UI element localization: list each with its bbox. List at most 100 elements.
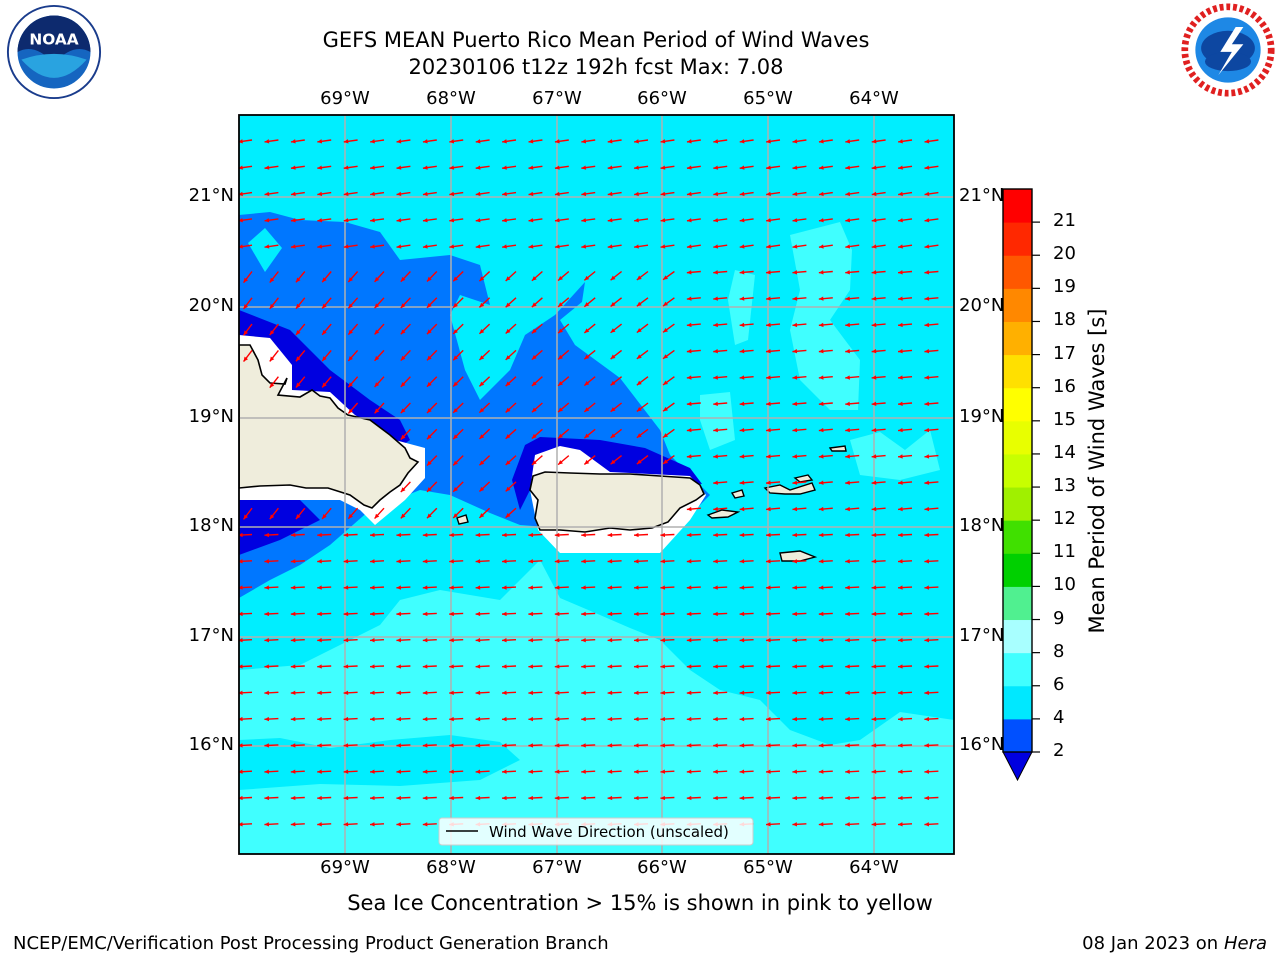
period-band-4-6 <box>248 228 282 272</box>
wave-direction-arrowhead <box>663 380 668 385</box>
wave-direction-arrowhead <box>290 559 296 564</box>
wave-direction-arrowhead <box>581 139 587 144</box>
wave-direction-arrowhead <box>426 487 432 492</box>
period-band-6-8 <box>850 430 940 480</box>
wave-direction-arrowhead <box>449 165 455 170</box>
wave-direction-arrowhead <box>422 532 428 538</box>
wave-direction-arrowhead <box>426 276 432 282</box>
lon-label-bottom: 66°W <box>637 857 687 878</box>
wave-direction-arrowhead <box>792 375 798 380</box>
wave-direction-arrowhead <box>634 611 639 617</box>
colorbar-tick-label: 14 <box>1053 441 1076 463</box>
wave-direction-arrowhead <box>898 191 903 197</box>
wave-direction-arrowhead <box>581 532 586 538</box>
wave-direction-arrowhead <box>343 532 349 538</box>
wave-direction-arrowhead <box>686 795 692 801</box>
wave-direction-arrowhead <box>264 664 270 669</box>
wave-direction-arrowhead <box>766 270 771 275</box>
wave-direction-arrowhead <box>554 559 560 564</box>
wave-direction-arrowhead <box>269 303 275 309</box>
colorbar-tick-label: 10 <box>1053 574 1076 596</box>
wave-direction-arrowhead <box>475 218 481 223</box>
footer-date: 08 Jan 2023 on Hera <box>1082 933 1267 954</box>
colorbar-tick-label: 13 <box>1053 475 1076 497</box>
wave-direction-arrowhead <box>290 638 296 643</box>
wave-direction-arrowhead <box>818 532 824 538</box>
wave-direction-arrowhead <box>426 329 432 335</box>
wave-direction-arrowhead <box>348 513 353 519</box>
wave-direction-arrowhead <box>686 769 692 774</box>
colorbar-segment <box>1003 354 1032 389</box>
wave-direction-arrowhead <box>322 303 327 309</box>
wave-direction-arrowhead <box>739 191 745 197</box>
wave-direction-arrowhead <box>739 244 745 249</box>
wave-direction-arrowhead <box>374 513 380 519</box>
wave-direction-arrowhead <box>581 638 586 643</box>
colorbar-tick-label: 4 <box>1053 706 1065 728</box>
wave-direction-arrowhead <box>343 743 349 748</box>
wave-direction-arrowhead <box>426 355 432 361</box>
wave-direction-arrowhead <box>818 401 824 406</box>
wave-direction-arrowhead <box>634 139 639 144</box>
wave-direction-arrowhead <box>871 664 877 669</box>
wave-direction-arrowhead <box>426 381 432 387</box>
wave-direction-arrowhead <box>374 382 380 388</box>
wave-direction-arrowhead <box>422 795 428 801</box>
wave-direction-arrowhead <box>686 454 692 459</box>
wave-direction-arrowhead <box>686 401 692 406</box>
wave-direction-arrowhead <box>845 611 850 617</box>
wave-direction-arrowhead <box>505 276 511 281</box>
colorbar-tick-label: 19 <box>1053 276 1076 298</box>
wave-direction-arrowhead <box>554 716 560 722</box>
wave-direction-arrowhead <box>264 218 270 223</box>
wave-direction-arrowhead <box>400 434 406 440</box>
wave-direction-arrowhead <box>290 191 296 197</box>
wave-direction-arrowhead <box>264 795 270 801</box>
wave-direction-arrowhead <box>898 743 903 748</box>
wave-direction-arrowhead <box>792 743 798 748</box>
colorbar-segment <box>1003 222 1032 256</box>
wave-direction-arrowhead <box>686 690 692 695</box>
wave-direction-arrowhead <box>475 795 481 801</box>
wave-direction-arrowhead <box>264 716 270 722</box>
wave-direction-arrowhead <box>239 690 243 695</box>
wave-direction-arrowhead <box>317 769 322 774</box>
wave-direction-arrowhead <box>343 585 349 590</box>
wave-direction-arrowhead <box>426 303 432 308</box>
wave-direction-arrowhead <box>871 743 877 748</box>
wave-direction-arrowhead <box>871 822 877 827</box>
wave-direction-arrowhead <box>739 611 745 617</box>
wave-direction-arrowhead <box>554 690 560 695</box>
wave-direction-arrowhead <box>317 690 322 695</box>
wave-direction-arrowhead <box>422 611 428 617</box>
wave-direction-arrowhead <box>343 559 349 564</box>
colorbar-tick-label: 18 <box>1053 309 1076 331</box>
wave-direction-arrowhead <box>713 454 718 459</box>
wave-direction-arrowhead <box>239 769 243 774</box>
wave-direction-arrowhead <box>607 716 613 722</box>
wave-direction-arrowhead <box>502 532 507 538</box>
wave-direction-arrowhead <box>634 244 639 249</box>
wave-direction-arrowhead <box>502 218 507 223</box>
wave-direction-arrowhead <box>663 406 668 412</box>
wave-direction-arrowhead <box>607 165 613 170</box>
wave-direction-arrowhead <box>243 514 249 520</box>
wave-direction-arrowhead <box>502 611 507 617</box>
wave-direction-arrowhead <box>558 407 563 413</box>
wave-direction-arrowhead <box>739 506 745 512</box>
wave-direction-arrowhead <box>370 664 375 669</box>
wave-direction-arrowhead <box>610 301 616 307</box>
wave-direction-arrowhead <box>370 139 375 144</box>
wave-direction-arrowhead <box>634 218 639 223</box>
wave-direction-arrowhead <box>634 743 639 748</box>
wave-direction-arrowhead <box>766 349 771 354</box>
wave-direction-arrowhead <box>584 302 590 307</box>
wave-direction-arrowhead <box>558 302 563 307</box>
wave-direction-arrowhead <box>663 459 668 464</box>
wave-direction-arrowhead <box>792 532 798 538</box>
wave-direction-arrowhead <box>818 296 824 301</box>
wave-direction-arrowhead <box>686 296 692 301</box>
wave-direction-arrowhead <box>766 139 771 144</box>
